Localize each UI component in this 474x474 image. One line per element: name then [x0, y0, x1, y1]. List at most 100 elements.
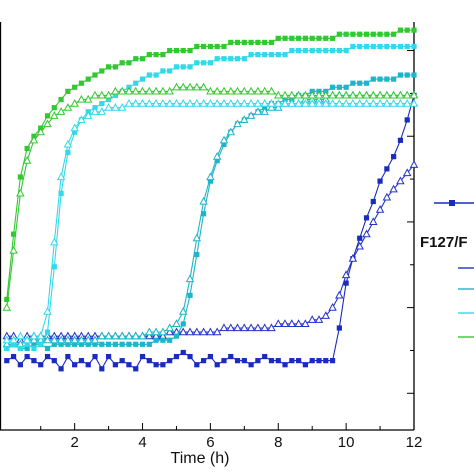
data-point — [348, 253, 358, 262]
data-point — [160, 68, 166, 74]
data-point — [124, 98, 134, 107]
data-point — [173, 47, 180, 54]
data-point — [219, 98, 229, 107]
data-point — [335, 98, 344, 107]
data-point — [199, 327, 208, 336]
data-point — [309, 35, 315, 41]
data-point — [104, 90, 113, 99]
data-point — [391, 31, 397, 37]
data-point — [173, 333, 180, 339]
x-tick-label: 6 — [206, 434, 214, 451]
data-point — [185, 327, 195, 336]
data-point — [17, 345, 23, 351]
series-layer — [2, 27, 419, 372]
data-point — [206, 327, 215, 336]
data-point — [111, 103, 120, 111]
data-point — [126, 362, 132, 368]
data-point — [207, 43, 213, 50]
data-point — [275, 358, 281, 364]
data-point — [117, 331, 127, 340]
data-point — [105, 96, 112, 103]
data-point — [165, 98, 174, 107]
data-point — [370, 31, 376, 37]
data-point — [192, 98, 202, 107]
data-point — [97, 331, 107, 340]
data-point — [336, 47, 342, 54]
data-point — [65, 149, 71, 156]
data-point — [309, 358, 315, 364]
data-point — [369, 217, 378, 225]
data-point — [124, 331, 134, 340]
data-point — [187, 64, 193, 70]
data-point — [409, 98, 419, 107]
data-point — [287, 98, 297, 107]
data-point — [199, 98, 208, 107]
data-point — [409, 90, 419, 99]
data-point — [158, 98, 168, 107]
data-point — [328, 98, 337, 107]
data-point — [350, 80, 356, 86]
data-point — [321, 90, 331, 99]
data-point — [402, 168, 412, 177]
data-point — [99, 101, 105, 107]
legend-marker-1 — [449, 200, 455, 206]
data-point — [192, 233, 202, 242]
data-point — [268, 52, 275, 58]
data-point — [314, 98, 324, 107]
x-tick-label: 2 — [70, 434, 78, 451]
data-point — [396, 176, 405, 185]
data-point — [138, 86, 147, 95]
data-point — [24, 353, 30, 360]
data-point — [178, 98, 188, 107]
data-point — [133, 341, 139, 347]
data-point — [167, 358, 173, 364]
data-point — [31, 341, 37, 347]
data-point — [56, 335, 66, 344]
data-point — [104, 331, 113, 340]
data-point — [391, 76, 397, 82]
data-point — [314, 90, 324, 99]
data-point — [9, 245, 18, 254]
data-point — [36, 331, 45, 340]
data-point — [165, 327, 174, 336]
data-point — [58, 96, 64, 103]
data-point — [357, 80, 363, 86]
data-point — [246, 98, 256, 107]
data-point — [287, 319, 297, 327]
data-point — [246, 111, 256, 119]
series-line — [6, 86, 414, 308]
data-point — [350, 31, 356, 37]
data-point — [167, 337, 173, 343]
data-point — [56, 172, 66, 181]
data-point — [302, 35, 309, 41]
data-point — [9, 335, 18, 344]
data-point — [323, 35, 329, 41]
data-point — [10, 231, 17, 237]
data-point — [77, 94, 86, 103]
series-line — [6, 164, 415, 341]
data-point — [370, 76, 376, 82]
data-point — [341, 98, 351, 107]
data-point — [221, 358, 227, 364]
data-point — [112, 64, 118, 70]
x-tick-label: 12 — [406, 434, 423, 451]
data-point — [180, 321, 186, 327]
data-point — [219, 135, 229, 144]
data-point — [411, 43, 417, 50]
data-point — [43, 335, 52, 344]
data-point — [194, 43, 200, 50]
data-point — [145, 98, 154, 107]
data-point — [262, 52, 268, 58]
series-8 — [2, 82, 419, 311]
data-point — [221, 43, 227, 50]
data-point — [355, 90, 364, 99]
data-point — [146, 52, 152, 58]
data-point — [221, 56, 227, 62]
data-point — [226, 127, 236, 136]
data-point — [83, 111, 93, 119]
data-point — [404, 117, 410, 123]
data-point — [397, 137, 404, 143]
data-point — [4, 358, 10, 364]
data-point — [119, 358, 125, 364]
data-point — [336, 31, 342, 37]
